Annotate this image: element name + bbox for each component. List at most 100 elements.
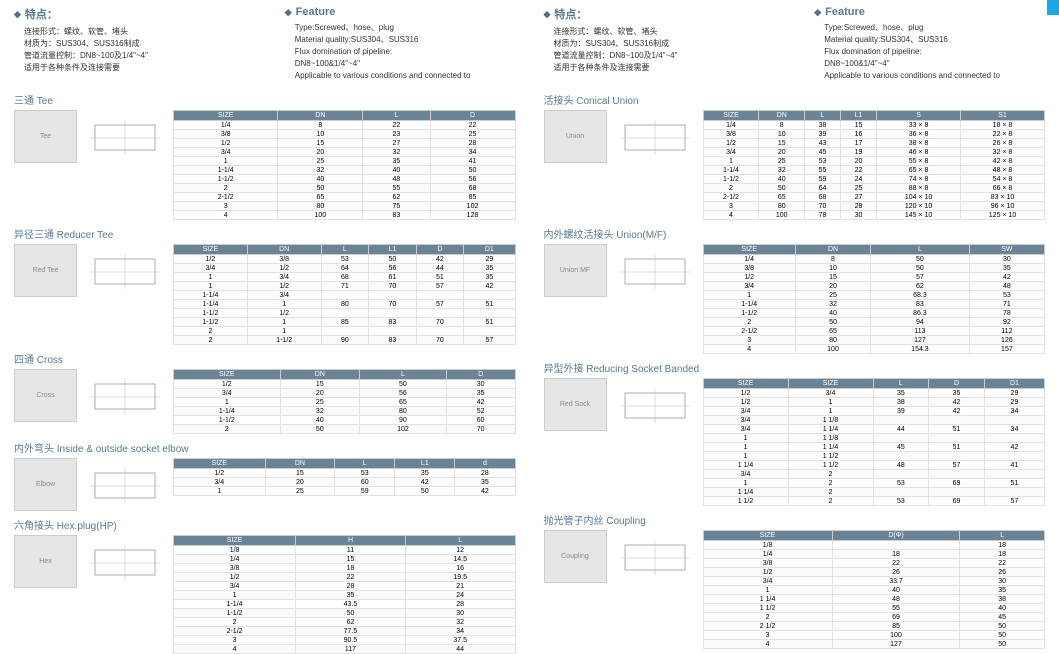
col-header: S1	[961, 111, 1045, 121]
table-row: 13524	[174, 591, 516, 600]
table-cell: 8	[795, 255, 870, 264]
table-cell: 1-1/4	[174, 600, 296, 609]
table-cell	[929, 488, 985, 497]
table-cell	[984, 416, 1044, 425]
table-cell: 59	[335, 487, 395, 496]
table-cell: 17	[841, 139, 877, 148]
table-cell: 25	[795, 291, 870, 300]
table-cell: 29	[984, 398, 1044, 407]
col-header: SIZE	[788, 379, 873, 389]
table-cell: 2	[788, 470, 873, 479]
table-cell: 3	[174, 636, 296, 645]
table-cell: 8	[278, 121, 363, 130]
col-header: SIZE	[174, 536, 296, 546]
table-cell: 61	[369, 273, 417, 282]
table-row: 1/485030	[703, 255, 1045, 264]
table-cell: 157	[969, 345, 1044, 354]
table-cell: 113	[871, 327, 970, 336]
table-cell: 1-1/2	[174, 318, 248, 327]
table-row: 3/4203234	[174, 148, 516, 157]
table-cell: 22	[296, 573, 406, 582]
table-cell: 32	[759, 166, 805, 175]
table-cell: 1-1/2	[174, 175, 278, 184]
col-header: DN	[795, 245, 870, 255]
table-row: 310050	[703, 631, 1045, 640]
table-cell: 62	[296, 618, 406, 627]
table-row: 2 1/28550	[703, 622, 1045, 631]
table-cell: 50	[278, 184, 363, 193]
table-cell: 40	[960, 604, 1045, 613]
table-cell: 1/2	[703, 389, 788, 398]
table-cell: 1/2	[247, 264, 321, 273]
section-title: 三通 Tee	[14, 92, 516, 107]
table-cell: 1/8	[174, 546, 296, 555]
table-cell: 38	[804, 121, 840, 130]
table-cell: 104 × 10	[877, 193, 961, 202]
table-cell: 32	[405, 618, 515, 627]
spec-table-wrap: SIZEDNLSW 1/4850303/81050351/21557423/42…	[703, 244, 1046, 354]
table-cell: 38	[873, 398, 929, 407]
table-cell: 117	[296, 645, 406, 654]
table-cell: 64	[804, 184, 840, 193]
table-cell: 18	[296, 564, 406, 573]
table-row: 11 1/8	[703, 434, 1045, 443]
table-cell: 80	[360, 407, 447, 416]
table-cell: 3/4	[174, 148, 278, 157]
col-header: DN	[247, 245, 321, 255]
table-cell: 1	[703, 443, 788, 452]
table-cell: 1	[247, 300, 321, 309]
product-diagram	[85, 458, 165, 511]
table-row: 2-1/2656827104 × 1083 × 10	[703, 193, 1045, 202]
table-cell: 77.5	[296, 627, 406, 636]
table-cell: 42	[929, 398, 985, 407]
table-cell: 42 × 8	[961, 157, 1045, 166]
table-cell: 2	[174, 327, 248, 336]
table-cell: 2	[174, 336, 248, 345]
table-cell: 1	[174, 273, 248, 282]
col-header: SIZE	[174, 459, 266, 469]
table-cell: 18	[960, 550, 1045, 559]
table-cell: 3/8	[247, 255, 321, 264]
table-cell: 1-1/2	[174, 416, 281, 425]
spec-table-wrap: SIZEDNLL1d 1/2155335283/4206042351255950…	[173, 458, 516, 496]
table-cell: 85	[832, 622, 960, 631]
table-cell	[464, 291, 515, 300]
table-cell: 30	[969, 255, 1044, 264]
table-cell: 15	[759, 139, 805, 148]
table-cell: 30	[446, 380, 515, 389]
table-cell	[369, 309, 417, 318]
table-row: 1-1/2409060	[174, 416, 516, 425]
table-cell: 29	[984, 389, 1044, 398]
product-diagram	[615, 244, 695, 297]
table-cell: 19	[841, 148, 877, 157]
table-cell: 51	[416, 273, 464, 282]
table-row: 3/41/264564435	[174, 264, 516, 273]
table-cell: 100	[795, 345, 870, 354]
section-title: 活接头 Conical Union	[544, 92, 1046, 107]
table-cell: 8	[759, 121, 805, 130]
table-cell: 1-1/2	[174, 309, 248, 318]
table-row: 14035	[703, 586, 1045, 595]
table-cell: 50	[759, 184, 805, 193]
left-column: 特点： 连接形式：螺纹、软管、堵头材质为：SUS304、SUS316制成管道流量…	[0, 0, 530, 603]
table-cell: 1-1/4	[174, 291, 248, 300]
table-row: 11/271705742	[174, 282, 516, 291]
table-cell: 3/4	[703, 407, 788, 416]
col-header: S	[877, 111, 961, 121]
table-cell	[416, 291, 464, 300]
table-cell: 53	[873, 497, 929, 506]
table-cell: 18	[960, 541, 1045, 550]
table-row: 12536951	[703, 479, 1045, 488]
product-photo: Union	[544, 110, 607, 163]
product-photo: Elbow	[14, 458, 77, 511]
spec-table: SIZEDNLSW 1/4850303/81050351/21557423/42…	[703, 244, 1046, 354]
table-cell: 1/2	[703, 398, 788, 407]
table-cell: 1 1/2	[788, 461, 873, 470]
table-cell: 1-1/4	[703, 166, 759, 175]
table-row: 2-1/2656285	[174, 193, 516, 202]
table-cell: 50	[395, 487, 455, 496]
table-cell: 15	[278, 139, 363, 148]
spec-table-wrap: SIZEDNLL1SS1 1/48381533 × 818 × 83/81039…	[703, 110, 1046, 220]
table-cell: 1/2	[247, 309, 321, 318]
table-cell: 45	[960, 613, 1045, 622]
